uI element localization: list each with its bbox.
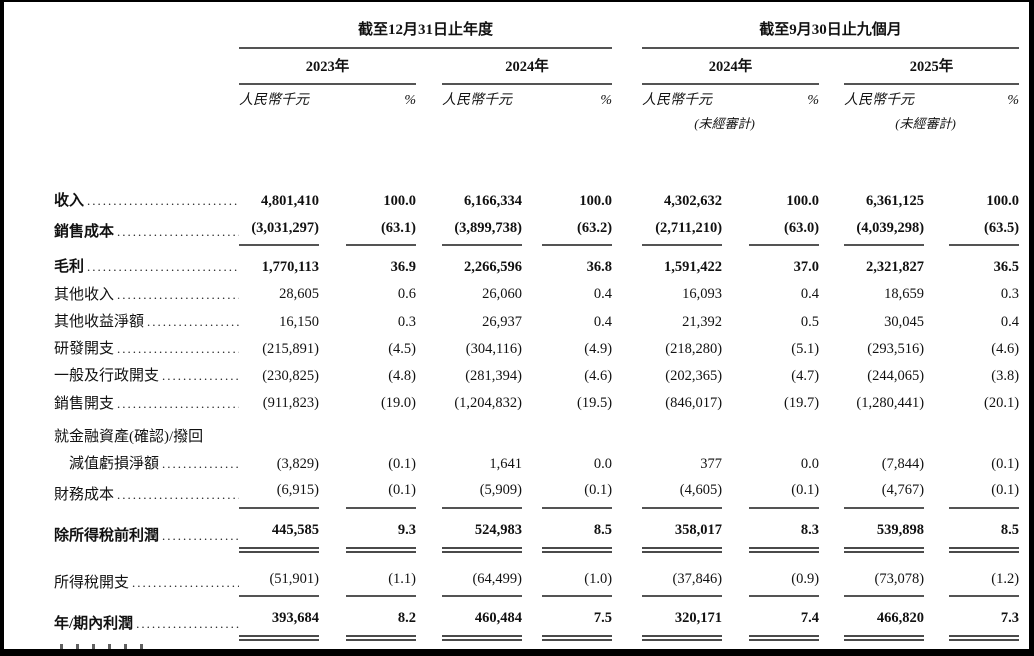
dot-leader — [162, 455, 239, 473]
percent-label: % — [404, 92, 416, 108]
row-cost-of-sales: 銷售成本 (3,031,297) (63.1) (3,899,738) (63.… — [54, 214, 1020, 247]
row-label: 一般及行政開支 — [54, 368, 160, 385]
row-label: 就金融資產(確認)/撥回 — [54, 428, 204, 445]
dot-leader — [132, 574, 239, 592]
row-label: 年/期內利潤 — [54, 616, 134, 633]
unit-label: 人民幣千元 — [239, 92, 309, 108]
dot-leader — [162, 527, 239, 545]
row-gross-profit: 毛利 1,770,113 36.9 2,266,596 36.8 1,591,4… — [54, 245, 1019, 281]
dot-leader — [87, 258, 239, 276]
percent-label: % — [1007, 92, 1020, 108]
row-finance-costs: 財務成本 (6,915) (0.1) (5,909) (0.1) (4,605)… — [54, 477, 1020, 509]
row-label: 銷售成本 — [54, 223, 115, 240]
row-other-net-gains: 其他收益淨額 16,150 0.3 26,937 0.4 21,392 0.5 … — [54, 308, 1019, 335]
row-income-tax-expense: 所得稅開支 (51,901) (1.1) (64,499) (1.0) (37,… — [54, 549, 1020, 598]
row-impairment-net: 減值虧損淨額 (3,829) (0.1) 1,641 0.0 377 0.0 (… — [54, 450, 1019, 477]
unit-label: 人民幣千元 — [642, 92, 713, 108]
document-page: 截至12月31日止年度 截至9月30日止九個月 2023年 2024年 2024… — [4, 2, 1029, 649]
row-label: 財務成本 — [54, 486, 115, 503]
year-header-2024-9m: 2024年 — [642, 48, 820, 85]
group-header-fiscal-year: 截至12月31日止年度 — [239, 16, 613, 50]
dot-leader — [162, 367, 239, 385]
year-header-2025-9m: 2025年 — [844, 48, 1020, 85]
unaudited-note: (未經審計) — [895, 115, 956, 131]
dot-leader — [117, 340, 239, 358]
period-group-header-row: 截至12月31日止年度 截至9月30日止九個月 — [54, 16, 1020, 50]
row-general-admin-expenses: 一般及行政開支 (230,825) (4.8) (281,394) (4.6) … — [54, 362, 1019, 389]
percent-label: % — [807, 92, 820, 108]
row-label: 其他收益淨額 — [54, 313, 145, 330]
dot-leader — [117, 286, 239, 304]
year-header-row: 2023年 2024年 2024年 2025年 — [54, 48, 1020, 85]
dot-leader — [117, 486, 239, 504]
row-profit-for-period: 年/期內利潤 393,684 8.2 460,484 7.5 320,171 7… — [54, 596, 1020, 641]
income-statement-table: 截至12月31日止年度 截至9月30日止九個月 2023年 2024年 2024… — [54, 16, 1020, 641]
dot-leader — [147, 313, 239, 331]
row-other-income: 其他收入 28,605 0.6 26,060 0.4 16,093 0.4 18… — [54, 281, 1019, 308]
dot-leader — [136, 615, 239, 633]
row-label: 毛利 — [54, 259, 85, 276]
row-label: 所得稅開支 — [54, 574, 130, 591]
row-label: 研發開支 — [54, 341, 115, 358]
row-selling-expenses: 銷售開支 (911,823) (19.0) (1,204,832) (19.5)… — [54, 390, 1019, 417]
year-header-2023: 2023年 — [239, 48, 416, 85]
row-label: 除所得稅前利潤 — [54, 528, 160, 545]
unit-label: 人民幣千元 — [442, 92, 512, 108]
row-rd-expenses: 研發開支 (215,891) (4.5) (304,116) (4.9) (21… — [54, 335, 1019, 362]
row-profit-before-tax: 除所得稅前利潤 445,585 9.3 524,983 8.5 358,017 … — [54, 507, 1020, 553]
row-label: 其他收入 — [54, 286, 115, 303]
group-header-nine-months: 截至9月30日止九個月 — [642, 16, 1020, 50]
row-label: 收入 — [54, 193, 85, 210]
year-header-2024: 2024年 — [442, 48, 613, 85]
unit-header-row: 人民幣千元 % 人民幣千元 % 人民幣千元 % 人民幣千元 % — [54, 84, 1019, 114]
row-label: 銷售開支 — [54, 395, 115, 412]
unit-label: 人民幣千元 — [844, 92, 915, 108]
dot-leader — [117, 395, 239, 413]
row-label: 減值虧損淨額 — [69, 456, 160, 473]
dot-leader — [117, 223, 239, 241]
cut-off-next-line-fragment — [60, 644, 144, 649]
header-body-spacer — [54, 135, 1019, 187]
row-revenue: 收入 4,801,410 100.0 6,166,334 100.0 4,302… — [54, 187, 1019, 214]
unaudited-note-row: (未經審計) (未經審計) — [54, 114, 1019, 136]
percent-label: % — [600, 92, 613, 108]
unaudited-note: (未經審計) — [694, 115, 755, 131]
row-impairment-label-line: 就金融資產(確認)/撥回 — [54, 417, 1019, 450]
dot-leader — [87, 192, 239, 210]
